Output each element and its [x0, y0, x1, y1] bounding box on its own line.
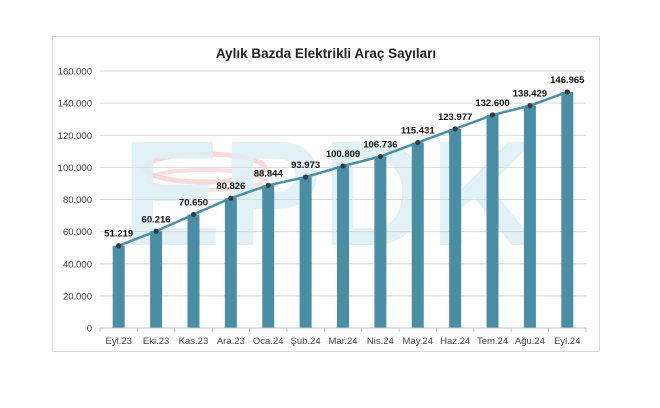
x-tick-label: Haz.24	[440, 336, 470, 347]
watermark-swoosh	[145, 168, 265, 192]
watermark-logo: EPDK	[122, 109, 539, 277]
y-tick-label: 0	[87, 324, 92, 335]
data-label: 115.431	[401, 126, 436, 137]
bar	[374, 156, 387, 328]
x-tick-label: Eyl.23	[105, 336, 131, 347]
x-tick-label: Şub.24	[291, 336, 321, 347]
line-marker	[527, 103, 533, 109]
line-marker	[489, 112, 496, 118]
x-tick-label: Ara.23	[217, 336, 245, 347]
y-tick-label: 20.000	[63, 291, 92, 302]
line-marker	[265, 182, 271, 188]
x-tick-label: Kas.23	[179, 336, 209, 347]
data-label: 60.216	[142, 214, 171, 225]
y-tick-label: 120.000	[58, 131, 92, 142]
chart-frame	[52, 36, 600, 352]
bars	[112, 91, 574, 328]
y-tick-label: 100.000	[58, 163, 92, 174]
line-marker	[190, 211, 197, 218]
x-tick-label: Eki.23	[143, 336, 169, 347]
data-label: 88.844	[254, 168, 284, 179]
y-tick-label: 160.000	[58, 67, 92, 78]
x-tick-label: Eyl.24	[554, 336, 580, 347]
line-marker	[377, 153, 383, 160]
y-tick-label: 60.000	[63, 227, 92, 238]
bar	[337, 166, 349, 328]
watermark-swoosh	[142, 151, 268, 185]
x-tick-label: Tem.24	[477, 336, 508, 347]
data-label: 146.965	[550, 75, 585, 86]
x-tick-label: May.24	[403, 336, 433, 347]
data-labels: 51.219 60.216 70.650 80.826 88.844 93.973 100.…	[104, 75, 585, 240]
bar	[299, 177, 312, 328]
line-marker	[116, 243, 122, 249]
line-marker	[303, 174, 309, 180]
data-label: 106.736	[363, 140, 397, 151]
bar	[561, 91, 574, 328]
bar	[187, 214, 200, 328]
line-marker	[153, 228, 159, 234]
data-label: 138.429	[513, 89, 547, 100]
data-label: 123.977	[438, 112, 472, 123]
x-tick-label: Nis.24	[367, 336, 394, 347]
x-axis: Eyl.23 Eki.23 Kas.23 Ara.23 Oca.24 Şub.24 Mar.…	[99, 327, 587, 347]
watermark-text: EPDK	[122, 109, 539, 277]
bar	[486, 115, 499, 328]
bar	[262, 185, 275, 328]
line-marker	[228, 195, 234, 201]
line-marker	[415, 139, 421, 146]
bar	[449, 128, 462, 328]
data-label: 51.219	[104, 229, 133, 240]
line-marker	[340, 163, 346, 169]
x-tick-label: Ağu.24	[515, 336, 545, 347]
bar	[523, 105, 536, 328]
data-label: 132.600	[475, 98, 509, 109]
bar	[150, 231, 163, 328]
line-marker	[452, 126, 458, 132]
bar	[112, 245, 125, 328]
y-tick-label: 140.000	[58, 99, 92, 110]
chart-title: Aylık Bazda Elektrikli Araç Sayıları	[215, 46, 437, 61]
y-axis: 0 20.000 40.000 60.000 80.000 100.000 120.000 1…	[58, 67, 92, 335]
line-marker	[564, 89, 570, 95]
data-label: 100.809	[326, 149, 360, 160]
data-label: 93.973	[291, 160, 320, 171]
x-tick-label: Mar.24	[328, 336, 357, 347]
bar	[224, 198, 237, 328]
y-tick-label: 80.000	[63, 195, 92, 206]
x-tick-label: Oca.24	[253, 336, 284, 347]
data-label: 70.650	[179, 198, 208, 209]
trend-line	[116, 89, 570, 249]
bar	[411, 142, 424, 328]
data-label: 80.826	[216, 181, 245, 192]
y-tick-label: 40.000	[63, 259, 92, 270]
